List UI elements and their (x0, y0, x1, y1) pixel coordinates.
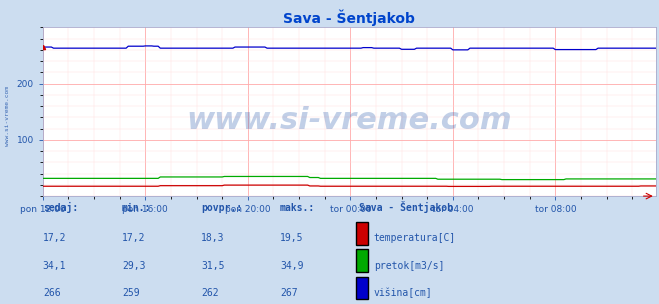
Title: Sava - Šentjakob: Sava - Šentjakob (283, 10, 415, 26)
Text: maks.:: maks.: (280, 203, 315, 213)
Text: 17,2: 17,2 (43, 233, 67, 243)
Text: 34,1: 34,1 (43, 261, 67, 271)
Text: 18,3: 18,3 (201, 233, 225, 243)
Text: 19,5: 19,5 (280, 233, 304, 243)
Text: sedaj:: sedaj: (43, 202, 78, 213)
Text: 17,2: 17,2 (122, 233, 146, 243)
Text: temperatura[C]: temperatura[C] (374, 233, 456, 243)
Text: pretok[m3/s]: pretok[m3/s] (374, 261, 444, 271)
Text: višina[cm]: višina[cm] (374, 288, 432, 298)
Text: Sava - Šentjakob: Sava - Šentjakob (359, 201, 453, 213)
Text: 266: 266 (43, 288, 61, 298)
Text: www.si-vreme.com: www.si-vreme.com (186, 106, 512, 135)
Text: 29,3: 29,3 (122, 261, 146, 271)
Text: 34,9: 34,9 (280, 261, 304, 271)
Text: 267: 267 (280, 288, 298, 298)
Text: 262: 262 (201, 288, 219, 298)
Text: www.si-vreme.com: www.si-vreme.com (5, 85, 11, 146)
Text: povpr.:: povpr.: (201, 203, 242, 213)
Text: min.:: min.: (122, 203, 152, 213)
Text: 31,5: 31,5 (201, 261, 225, 271)
Text: 259: 259 (122, 288, 140, 298)
